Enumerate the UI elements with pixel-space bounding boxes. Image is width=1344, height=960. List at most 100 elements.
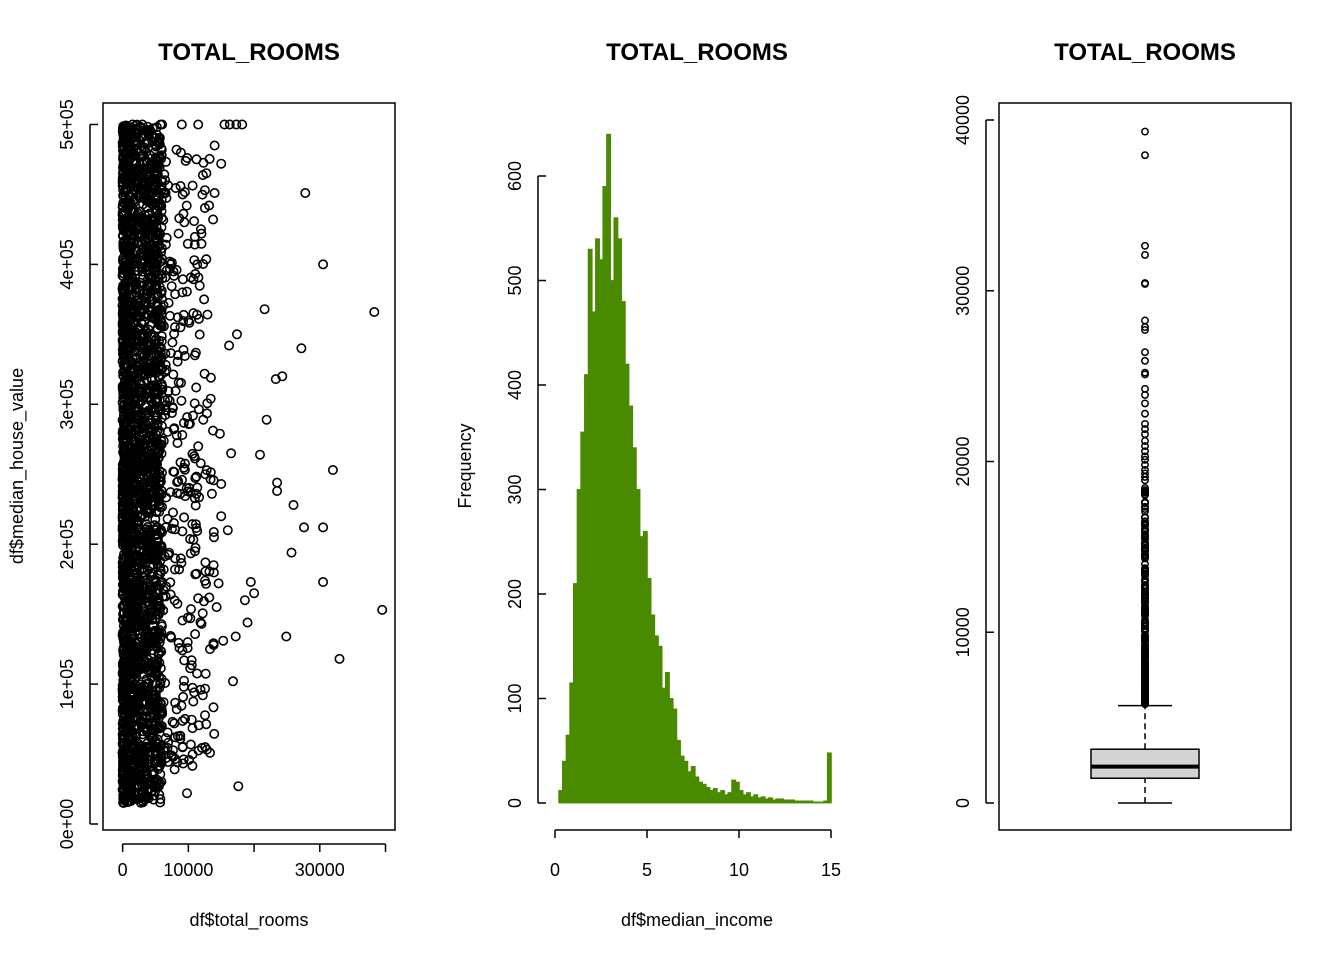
scatter-point: [143, 304, 154, 315]
scatter-point: [182, 412, 193, 423]
scatter-point: [232, 329, 243, 340]
scatter-point: [134, 307, 145, 318]
scatter-point: [162, 727, 173, 738]
scatter-point: [205, 747, 216, 758]
scatter-point: [126, 611, 137, 622]
scatter-point: [190, 472, 201, 483]
scatter-point: [182, 643, 193, 654]
scatter-point: [119, 757, 130, 768]
scatter-point: [211, 602, 222, 613]
scatter-point: [157, 119, 168, 130]
scatter-point: [208, 526, 219, 537]
scatter-panel: TOTAL_ROOMS 0 10000 30000 0e+00 1e+05 2e+05 3…: [7, 39, 396, 931]
scatter-point: [157, 273, 168, 284]
scatter-y-tick-label: 1e+05: [57, 659, 77, 710]
scatter-point: [193, 119, 204, 130]
scatter-y-axis: 0e+00 1e+05 2e+05 3e+05 4e+05 5e+05: [57, 99, 98, 849]
boxplot-outlier: [1141, 127, 1149, 136]
scatter-point: [190, 629, 201, 640]
boxplot-outlier: [1141, 604, 1149, 613]
scatter-point: [327, 464, 338, 475]
scatter-point: [118, 367, 129, 378]
scatter-point: [139, 423, 150, 434]
scatter-point: [123, 683, 134, 694]
scatter-point: [131, 729, 142, 740]
scatter-point: [135, 357, 146, 368]
scatter-point: [170, 183, 181, 194]
scatter-point: [192, 668, 203, 679]
boxplot-outlier: [1141, 584, 1149, 592]
scatter-point: [130, 284, 141, 295]
scatter-point: [171, 144, 182, 155]
scatter-point: [118, 567, 129, 578]
scatter-point: [173, 350, 184, 361]
scatter-point: [228, 676, 239, 687]
boxplot-outlier: [1141, 656, 1149, 665]
scatter-point: [122, 387, 133, 398]
scatter-plot-box: [102, 102, 396, 831]
scatter-point: [128, 336, 139, 347]
scatter-point: [118, 689, 129, 700]
scatter-point: [128, 206, 139, 217]
boxplot-body: [1090, 704, 1200, 804]
scatter-point: [130, 436, 141, 447]
scatter-point: [124, 136, 135, 147]
scatter-point: [190, 519, 201, 530]
scatter-point: [187, 448, 198, 459]
scatter-point: [178, 681, 189, 692]
scatter-point: [151, 228, 162, 239]
scatter-point: [133, 190, 144, 201]
scatter-point: [208, 214, 219, 225]
scatter-point: [153, 351, 164, 362]
scatter-point: [191, 382, 202, 393]
scatter-point: [161, 156, 172, 167]
scatter-point: [150, 472, 161, 483]
scatter-point: [160, 591, 171, 602]
scatter-point: [119, 745, 130, 756]
scatter-point: [139, 458, 150, 469]
scatter-point: [155, 698, 166, 709]
scatter-point: [164, 263, 175, 274]
scatter-point: [161, 232, 172, 243]
scatter-point: [118, 337, 129, 348]
boxplot-outlier: [1141, 452, 1149, 461]
scatter-point: [184, 482, 195, 493]
scatter-point: [138, 638, 149, 649]
scatter-point: [134, 484, 145, 495]
scatter-point: [214, 428, 225, 439]
histogram-x-tick-label: 10: [729, 860, 749, 880]
scatter-point: [198, 258, 209, 269]
scatter-point: [173, 377, 184, 388]
scatter-point: [150, 554, 161, 565]
scatter-point: [168, 466, 179, 477]
boxplot-outlier: [1141, 608, 1149, 617]
scatter-point: [144, 220, 155, 231]
scatter-point: [179, 675, 190, 686]
scatter-point: [120, 302, 131, 313]
scatter-point: [230, 631, 241, 642]
scatter-point: [132, 362, 143, 373]
scatter-point: [150, 274, 161, 285]
scatter-point: [193, 441, 204, 452]
boxplot-outlier: [1141, 316, 1149, 325]
scatter-point: [209, 728, 220, 739]
boxplot-outlier: [1141, 356, 1149, 365]
scatter-point: [124, 225, 135, 236]
scatter-point: [133, 690, 144, 701]
boxplot-outlier: [1141, 323, 1149, 332]
scatter-point: [117, 536, 128, 547]
scatter-point: [157, 381, 168, 392]
scatter-point: [132, 183, 143, 194]
boxplot-outlier: [1141, 659, 1149, 668]
boxplot-box: [1090, 748, 1200, 779]
scatter-point: [177, 715, 188, 726]
histogram-bar: [826, 752, 832, 804]
scatter-point: [153, 372, 164, 383]
scatter-point: [196, 618, 207, 629]
scatter-point: [137, 608, 148, 619]
scatter-point: [152, 323, 163, 334]
scatter-point: [139, 680, 150, 691]
scatter-point: [151, 458, 162, 469]
scatter-point: [170, 553, 181, 564]
scatter-point: [146, 380, 157, 391]
